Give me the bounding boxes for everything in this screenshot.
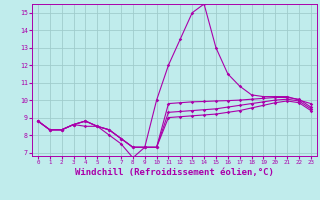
X-axis label: Windchill (Refroidissement éolien,°C): Windchill (Refroidissement éolien,°C) (75, 168, 274, 177)
